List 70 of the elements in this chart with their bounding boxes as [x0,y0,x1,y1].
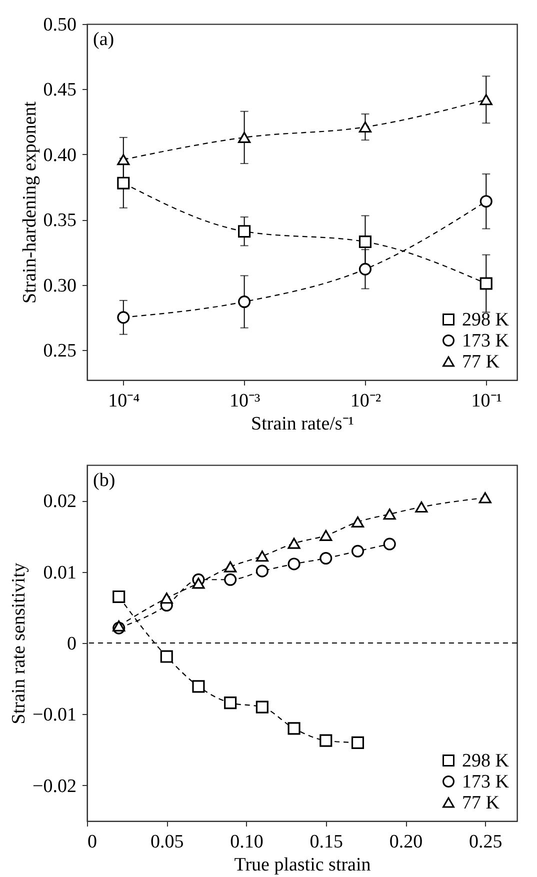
y-tick-label: −0.01 [32,704,76,726]
point [478,492,492,504]
legend-label: 77 K [462,792,500,814]
point [358,121,372,133]
y-tick-label: 0.01 [43,562,76,584]
point [117,176,130,190]
x-tick-label: 0.05 [150,832,184,852]
point [351,736,364,749]
point [351,516,364,528]
point [238,295,251,308]
x-tick-label: 10⁻² [350,390,382,412]
annotation: (b) [93,470,116,491]
point [288,558,300,570]
point [256,700,268,714]
point [320,552,332,565]
y-tick-label: 0.25 [43,340,76,362]
legend-label: 298 K [462,750,510,772]
point [224,573,237,586]
point [415,501,428,513]
point [358,235,372,248]
y-tick-label: 0.40 [43,144,76,166]
point [480,94,492,106]
legend-label: 173 K [462,330,510,352]
point [288,722,300,735]
x-tick-label: 0.25 [469,832,502,852]
point [192,680,205,693]
point [238,132,251,143]
point [224,561,237,572]
point [480,277,492,290]
point [117,311,130,324]
point [480,195,492,208]
y-tick-label: −0.02 [32,776,76,797]
point [383,508,396,520]
point [160,650,173,663]
legend-label: 173 K [462,772,510,792]
y-axis-title: Strain rate sensitivity [8,562,30,724]
x-tick-label: 0.20 [389,832,423,852]
y-axis-title: Strain-hardening exponent [19,100,40,304]
point [192,578,205,589]
y-tick-label: 0.30 [43,275,76,296]
point [256,550,268,562]
x-tick-label: 10⁻¹ [471,390,502,412]
point [320,734,332,747]
x-tick-label: 0.10 [230,832,264,852]
annotation: (a) [93,29,114,50]
x-tick-label: 10⁻⁴ [108,390,140,412]
point [351,544,364,558]
point [288,538,300,549]
x-tick-label: 10⁻³ [229,390,260,412]
point [160,592,173,604]
x-axis-title: True plastic strain [234,854,372,876]
point [112,590,126,603]
point [238,225,251,238]
y-tick-label: 0.02 [43,491,76,512]
y-tick-label: 0.45 [43,80,76,101]
point [256,564,268,578]
x-tick-label: 0.15 [310,832,344,852]
legend-label: 298 K [462,310,510,330]
point [358,262,372,276]
y-tick-label: 0.35 [43,210,76,232]
y-tick-label: 0.50 [43,14,76,36]
point [320,530,332,542]
legend-label: 77 K [462,352,500,372]
point [112,620,126,632]
point [383,538,396,550]
x-axis-title: Strain rate/s⁻¹ [251,414,354,434]
x-tick-label: 0 [88,832,97,852]
point [117,154,130,166]
y-tick-label: 0 [67,634,76,654]
point [224,696,237,710]
